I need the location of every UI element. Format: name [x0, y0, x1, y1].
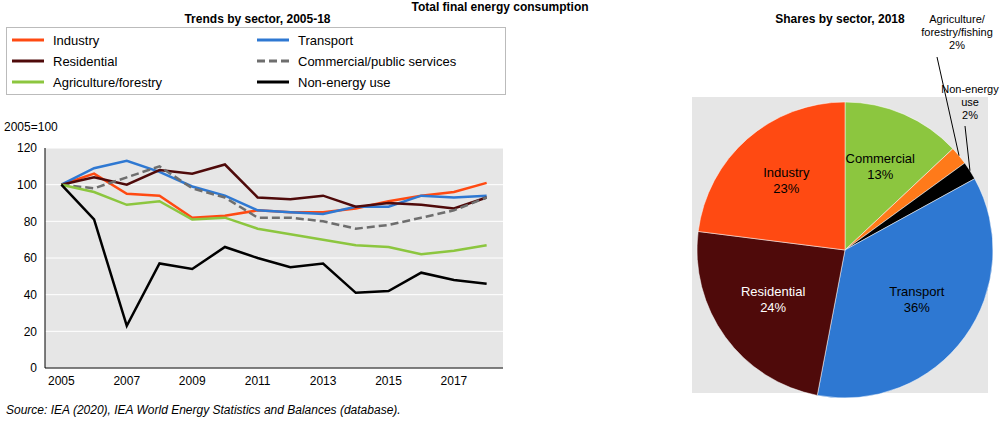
html-text:Industry: Industry	[53, 32, 100, 48]
svg-text:80: 80	[24, 215, 38, 229]
svg-text:Residential24%: Residential24%	[741, 284, 805, 315]
svg-text:Commercial13%: Commercial13%	[846, 151, 915, 182]
svg-text:20: 20	[24, 325, 38, 339]
html-text:Source: IEA (2020), IEA World: Source: IEA (2020), IEA World Energy Sta…	[6, 403, 401, 417]
svg-text:2017: 2017	[441, 374, 468, 388]
svg-text:2005: 2005	[48, 374, 75, 388]
svg-text:2013: 2013	[310, 374, 337, 388]
svg-text:2015: 2015	[375, 374, 402, 388]
svg-text:Non-energyuse2%: Non-energyuse2%	[941, 83, 992, 121]
svg-text:Transport36%: Transport36%	[889, 284, 945, 315]
html-text:2005=100: 2005=100	[4, 120, 58, 134]
html-text:Non-energy use: Non-energy use	[298, 74, 391, 90]
html-text:Commercial/public services: Commercial/public services	[298, 53, 457, 69]
svg-text:100: 100	[17, 178, 37, 192]
svg-text:Agriculture/forestry/fishing2%: Agriculture/forestry/fishing2%	[921, 13, 992, 51]
html-text:Shares by sector, 2018: Shares by sector, 2018	[775, 12, 905, 26]
svg-text:40: 40	[24, 288, 38, 302]
svg-text:120: 120	[17, 141, 37, 155]
html-text:Transport: Transport	[298, 32, 354, 48]
html-text:Total final energy consumption: Total final energy consumption	[411, 0, 589, 14]
svg-text:60: 60	[24, 251, 38, 265]
svg-text:Industry23%: Industry23%	[763, 165, 810, 196]
svg-text:2011: 2011	[245, 374, 271, 388]
html-text:Agriculture/forestry: Agriculture/forestry	[53, 74, 163, 90]
svg-text:2009: 2009	[179, 374, 206, 388]
html-text:Residential: Residential	[53, 53, 118, 69]
svg-text:0: 0	[30, 361, 37, 375]
html-text:Trends by sector, 2005-18: Trends by sector, 2005-18	[184, 12, 331, 26]
svg-text:2007: 2007	[113, 374, 140, 388]
